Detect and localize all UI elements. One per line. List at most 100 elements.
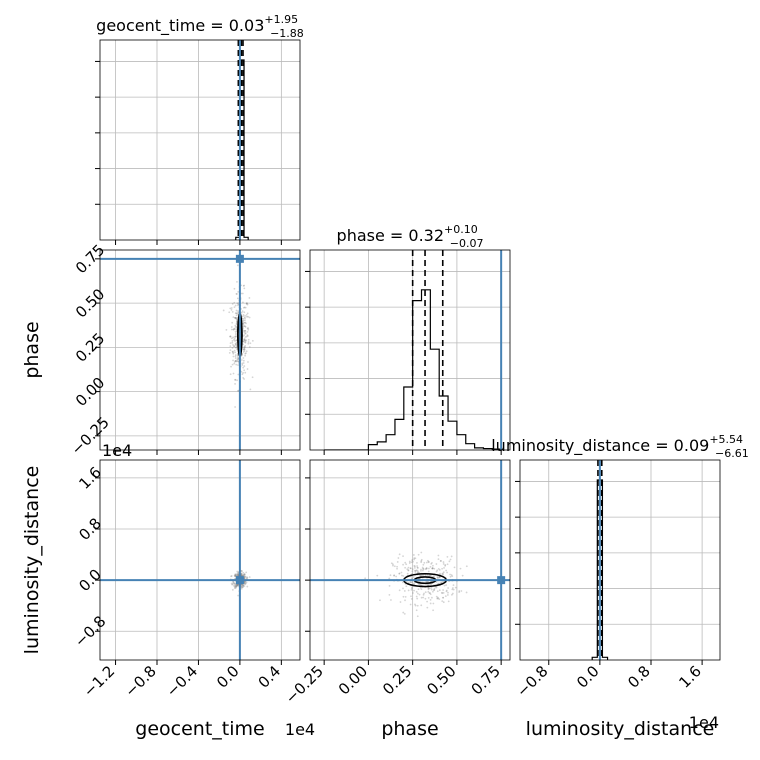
sample-point: [416, 567, 419, 569]
sample-point: [427, 588, 430, 591]
sample-point: [234, 351, 237, 354]
sample-point: [415, 569, 418, 572]
ylabel-phase: phase: [21, 321, 43, 378]
sample-point: [242, 317, 245, 320]
sample-point: [237, 358, 240, 360]
sample-point: [244, 314, 246, 317]
sample-point: [412, 592, 414, 594]
sample-point: [406, 572, 409, 575]
sample-point: [442, 561, 445, 563]
sample-point: [435, 570, 438, 573]
sample-point: [246, 303, 249, 306]
sample-point: [251, 376, 254, 379]
sample-point: [237, 310, 240, 313]
sample-point: [427, 570, 430, 573]
sample-point: [416, 604, 419, 607]
xlabel-geocent-time: geocent_time: [135, 718, 264, 740]
sample-point: [231, 588, 234, 591]
sample-point: [243, 337, 246, 340]
sample-point: [244, 583, 246, 585]
sample-point: [246, 312, 249, 315]
sample-point: [233, 582, 236, 585]
sample-point: [242, 357, 245, 359]
sample-point: [247, 338, 250, 341]
sample-point: [233, 349, 236, 352]
ytick-label: 1.6: [75, 463, 105, 493]
sample-point: [432, 589, 435, 592]
sample-point: [436, 596, 439, 599]
panel-content: [310, 250, 510, 450]
sample-point: [402, 581, 404, 584]
sample-point: [234, 587, 237, 589]
sample-point: [440, 581, 442, 584]
sample-point: [248, 297, 251, 299]
sample-point: [225, 328, 228, 331]
sample-point: [425, 568, 428, 570]
sample-point: [234, 359, 237, 362]
sample-point: [235, 309, 238, 312]
sample-point: [427, 587, 430, 590]
sample-point: [246, 327, 249, 330]
sample-point: [413, 558, 415, 561]
title-geocent-time-plus: +1.95: [264, 13, 298, 26]
sample-point: [240, 311, 243, 314]
xtick-label: −0.8: [513, 662, 551, 700]
sample-point: [413, 566, 416, 569]
ytick-label: 0.8: [75, 514, 105, 544]
sample-point: [235, 342, 238, 345]
sample-point: [426, 606, 429, 609]
sample-point: [234, 316, 237, 319]
sample-point: [234, 378, 237, 381]
sample-point: [425, 580, 428, 583]
sample-point: [396, 565, 398, 568]
sample-point: [444, 564, 447, 567]
sample-point: [243, 582, 246, 584]
sample-point: [243, 573, 246, 576]
sample-point: [236, 354, 239, 357]
sample-point: [438, 576, 441, 579]
sample-point: [465, 591, 468, 594]
injection-marker: [497, 576, 506, 585]
sample-point: [460, 590, 463, 592]
xtick-label: −0.25: [282, 662, 327, 707]
sample-point: [240, 370, 243, 373]
sample-point: [246, 334, 249, 337]
sample-point: [447, 587, 450, 589]
sample-point: [422, 568, 425, 570]
sample-point: [243, 306, 245, 309]
title-geocent-time: geocent_time = 0.03+1.95 −1.88: [96, 13, 304, 40]
sample-point: [459, 567, 462, 570]
sample-point: [244, 580, 247, 583]
sample-point: [408, 560, 411, 563]
sample-point: [431, 567, 434, 569]
sample-point: [417, 588, 420, 591]
sample-point: [412, 554, 415, 556]
sample-point: [236, 572, 239, 575]
sample-point: [237, 574, 240, 576]
sample-point: [435, 586, 438, 589]
sample-point: [235, 328, 238, 331]
sample-point: [231, 302, 234, 305]
sample-point: [243, 573, 246, 576]
sample-point: [233, 287, 236, 290]
sample-point: [416, 597, 419, 600]
sample-point: [235, 339, 238, 342]
sample-point: [244, 346, 246, 349]
sample-point: [442, 596, 444, 599]
sample-point: [237, 311, 240, 314]
sample-point: [436, 569, 439, 572]
sample-point: [458, 590, 461, 592]
sample-point: [246, 302, 248, 305]
sample-point: [426, 574, 429, 577]
sample-point: [242, 351, 245, 353]
sample-point: [236, 359, 239, 361]
xtick-label: 0.25: [379, 662, 415, 698]
sample-point: [422, 567, 425, 570]
sample-point: [236, 574, 238, 577]
sample-point: [244, 332, 247, 334]
sample-point: [243, 338, 246, 341]
sample-point: [432, 575, 435, 578]
sample-point: [234, 383, 236, 385]
sample-point: [423, 592, 425, 595]
injection-marker: [235, 254, 244, 263]
